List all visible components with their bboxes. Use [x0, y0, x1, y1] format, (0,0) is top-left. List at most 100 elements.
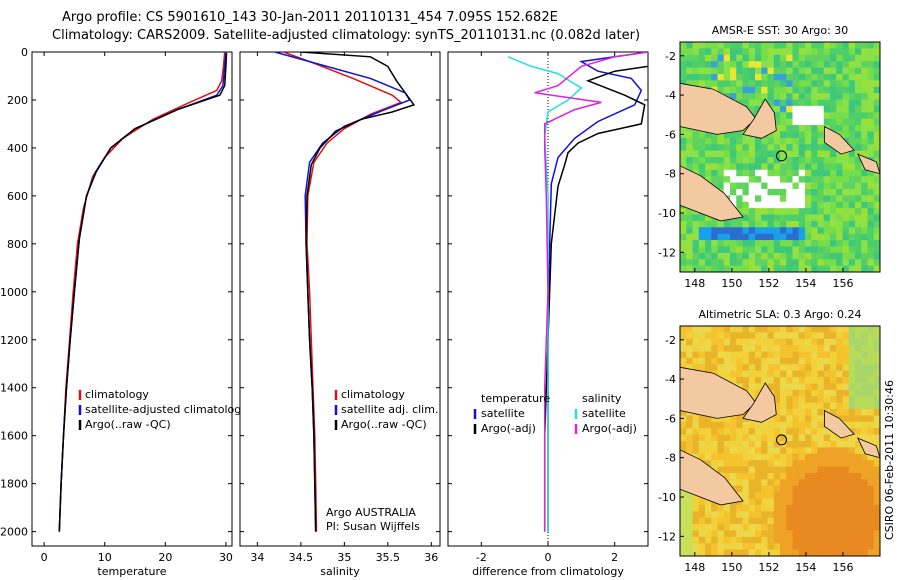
sst-cell	[842, 48, 850, 56]
sla-cell	[692, 351, 700, 359]
climatology-title: Climatology: CARS2009. Satellite-adjuste…	[52, 28, 641, 43]
sst-cell	[823, 118, 831, 126]
sst-cell	[836, 157, 843, 164]
sst-land-mass	[824, 125, 855, 155]
sla-cell	[780, 492, 787, 499]
sla-cell	[792, 479, 800, 487]
sla-cell	[817, 479, 825, 487]
sla-cell	[836, 389, 843, 397]
sst-cell	[705, 48, 712, 56]
sst-cell	[736, 240, 743, 247]
sla-cell	[730, 479, 737, 487]
sla-cell	[861, 383, 868, 391]
sla-cell	[805, 549, 812, 557]
sla-cell	[836, 511, 843, 519]
sst-cell	[811, 86, 818, 94]
depth-tick-label: 600	[7, 190, 28, 203]
sla-cell	[723, 441, 731, 448]
sst-cell	[861, 233, 868, 241]
sla-cell	[755, 364, 762, 372]
sla-cell	[680, 549, 687, 557]
sst-cell	[705, 259, 712, 267]
sla-cell	[798, 453, 806, 461]
sla-cell	[823, 543, 831, 551]
sla-cell	[848, 479, 856, 487]
sst-cell	[748, 144, 756, 152]
sst-cell	[755, 86, 762, 94]
depth-tick-label: 2000	[0, 526, 28, 539]
sst-cell	[836, 118, 843, 126]
sst-cell	[692, 80, 700, 88]
sst-cell	[836, 48, 843, 56]
sla-cell	[730, 453, 737, 461]
sla-cell	[873, 351, 881, 359]
sla-cell	[830, 370, 837, 378]
sst-cell	[742, 48, 750, 56]
sla-cell	[861, 472, 868, 480]
sla-cell	[755, 466, 762, 474]
sst-cell	[842, 105, 850, 113]
sst-cell	[767, 73, 775, 81]
sla-cell	[798, 479, 806, 487]
sla-cell	[736, 441, 743, 448]
sla-cell	[723, 415, 731, 423]
sla-cell	[848, 447, 856, 455]
sst-cell	[830, 227, 837, 235]
sst-cell	[792, 182, 800, 190]
sla-cell	[836, 351, 843, 359]
sst-cell	[736, 195, 743, 203]
sst-cell	[761, 259, 768, 267]
sla-cell	[836, 492, 843, 499]
sla-cell	[780, 466, 787, 474]
sst-cell	[861, 118, 868, 126]
sla-cell	[755, 370, 762, 378]
sla-cell	[755, 345, 762, 352]
sla-cell	[692, 441, 700, 448]
sla-cell	[761, 485, 768, 493]
sst-cell	[861, 201, 868, 209]
sst-cell	[761, 61, 768, 68]
sla-cell	[836, 479, 843, 487]
sla-cell	[755, 326, 762, 333]
sla-cell	[811, 434, 818, 442]
sla-cell	[842, 485, 850, 493]
sst-cell	[855, 61, 862, 68]
sla-cell	[742, 549, 750, 557]
sst-cell	[805, 182, 812, 190]
sla-cell	[805, 370, 812, 378]
sst-cell	[773, 157, 781, 164]
sst-cell	[855, 48, 862, 56]
sst-cell	[867, 67, 875, 75]
sst-cell	[792, 246, 800, 254]
sst-cell	[792, 220, 800, 228]
sst-cell	[723, 259, 731, 267]
sla-cell	[736, 370, 743, 378]
sst-cell	[792, 125, 800, 132]
sst-cell	[686, 240, 693, 247]
sla-cell	[823, 524, 831, 531]
sst-cell	[786, 54, 793, 62]
sst-cell	[873, 201, 881, 209]
sst-cell	[786, 144, 793, 152]
sst-cell	[755, 240, 762, 247]
sla-cell	[798, 434, 806, 442]
sst-cell	[780, 214, 787, 222]
sst-cell	[742, 93, 750, 100]
sla-cell	[830, 504, 837, 512]
sst-cell	[686, 265, 693, 273]
sla-cell	[780, 472, 787, 480]
sla-lon-label: 154	[795, 561, 816, 574]
sst-cell	[742, 220, 750, 228]
sla-cell	[811, 466, 818, 474]
sla-cell	[805, 364, 812, 372]
sst-cell	[817, 112, 825, 120]
sla-cell	[823, 504, 831, 512]
sla-cell	[786, 543, 793, 551]
sst-cell	[786, 176, 793, 183]
sst-cell	[817, 61, 825, 68]
sst-cell	[830, 86, 837, 94]
sst-cell	[798, 195, 806, 203]
sst-cell	[836, 259, 843, 267]
sst-lat-label: -4	[665, 89, 676, 102]
sla-cell	[755, 498, 762, 506]
